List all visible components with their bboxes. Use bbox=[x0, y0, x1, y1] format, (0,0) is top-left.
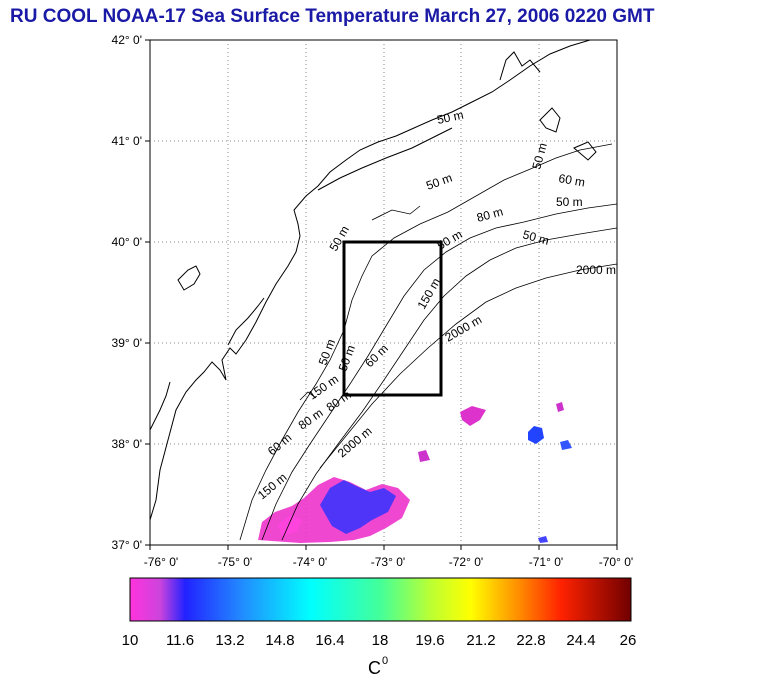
colorbar-tick: 11.6 bbox=[166, 632, 194, 649]
coastline bbox=[150, 40, 597, 521]
tick-marks bbox=[145, 39, 618, 550]
sst-patch-east bbox=[528, 426, 544, 444]
colorbar-tick: 13.2 bbox=[215, 632, 244, 649]
contour-label: 80 m bbox=[475, 204, 504, 224]
lat-tick-label: 40° 0' bbox=[112, 235, 142, 249]
sst-patch-magenta-2 bbox=[278, 515, 302, 536]
lat-tick-label: 38° 0' bbox=[112, 437, 142, 451]
sst-patch-south bbox=[538, 536, 548, 543]
colorbar-tick: 10 bbox=[122, 632, 139, 649]
colorbar-tick: 26 bbox=[620, 632, 637, 649]
colorbar-tick: 19.6 bbox=[415, 632, 444, 649]
colorbar-unit: C bbox=[368, 658, 381, 678]
contour-label: 50 m bbox=[556, 195, 583, 209]
sst-patch-blue bbox=[320, 480, 396, 534]
lat-tick-label: 37° 0' bbox=[112, 538, 142, 552]
lat-tick-label: 39° 0' bbox=[112, 336, 142, 350]
sst-data bbox=[258, 402, 572, 543]
contour-label: 50 m bbox=[436, 108, 465, 127]
lon-tick-label: -73° 0' bbox=[371, 555, 405, 569]
lon-tick-labels: -76° 0' -75° 0' -74° 0' -73° 0' -72° 0' … bbox=[144, 555, 633, 569]
contour-label: 60 m bbox=[557, 171, 586, 189]
lat-tick-labels: 37° 0' 38° 0' 39° 0' 40° 0' 41° 0' 42° 0… bbox=[112, 33, 142, 552]
colorbar-tick: 18 bbox=[372, 632, 389, 649]
colorbar-tick-labels: 10 11.6 13.2 14.8 16.4 18 19.6 21.2 22.8… bbox=[122, 632, 637, 649]
contour-label: 50 m bbox=[529, 141, 549, 170]
bathymetry bbox=[239, 143, 617, 541]
graticule bbox=[150, 40, 617, 545]
contour-label: 2000 m bbox=[576, 263, 616, 277]
sst-patch-northeast bbox=[460, 406, 486, 426]
colorbar-tick: 22.8 bbox=[516, 632, 545, 649]
lon-tick-label: -74° 0' bbox=[293, 555, 327, 569]
lat-tick-label: 42° 0' bbox=[112, 33, 142, 47]
lon-tick-label: -72° 0' bbox=[449, 555, 483, 569]
lon-tick-label: -76° 0' bbox=[144, 555, 178, 569]
map-title: RU COOL NOAA-17 Sea Surface Temperature … bbox=[10, 6, 655, 27]
colorbar-unit-superscript: 0 bbox=[382, 655, 388, 667]
sst-patch-mid bbox=[418, 450, 430, 462]
colorbar-tick: 21.2 bbox=[466, 632, 495, 649]
sst-patch-small bbox=[556, 402, 564, 412]
colorbar-tick: 24.4 bbox=[566, 632, 595, 649]
colorbar-tick: 16.4 bbox=[315, 632, 344, 649]
colorbar-tick: 14.8 bbox=[265, 632, 294, 649]
lat-tick-label: 41° 0' bbox=[112, 134, 142, 148]
colorbar bbox=[129, 577, 632, 622]
lon-tick-label: -71° 0' bbox=[529, 555, 563, 569]
contour-label: 50 m bbox=[521, 227, 550, 247]
sst-patch-east-2 bbox=[560, 440, 572, 450]
lon-tick-label: -75° 0' bbox=[218, 555, 252, 569]
lon-tick-label: -70° 0' bbox=[599, 555, 633, 569]
analysis-box bbox=[342, 240, 443, 397]
